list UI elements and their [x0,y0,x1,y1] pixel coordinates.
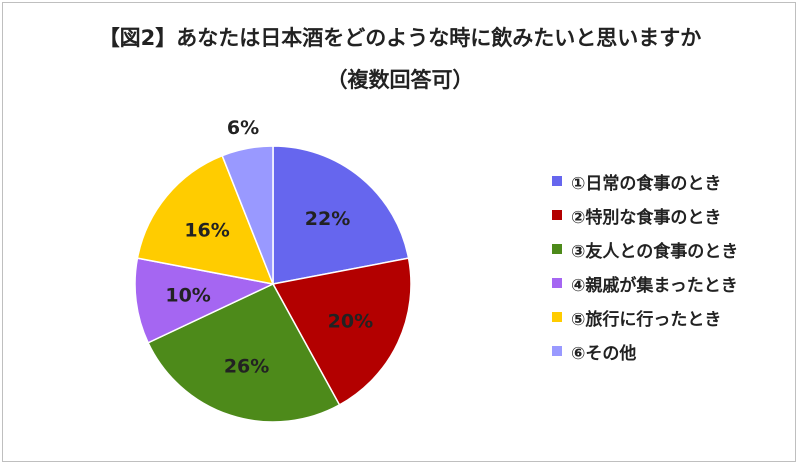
slice-label-4: 10% [165,285,210,307]
legend-label: ⑥その他 [571,343,637,364]
chart-title: 【図2】あなたは日本酒をどのような時に飲みたいと思いますか [98,26,702,50]
slice-label-2: 20% [328,310,373,332]
legend-label: ⑤旅行に行ったとき [571,309,722,330]
pie-slice-4 [134,257,276,344]
legend-label: ③友人との食事のとき [571,241,739,262]
pie-slice-6 [221,145,274,285]
legend-item-6: ⑥その他 [552,340,738,364]
legend-swatch [552,176,562,186]
pie-slice-2 [271,257,412,406]
chart-legend: ①日常の食事のとき ②特別な食事のとき ③友人との食事のとき ④親戚が集まったとき ⑤旅… [552,170,738,374]
legend-item-1: ①日常の食事のとき [552,170,738,194]
legend-label: ①日常の食事のとき [571,173,722,194]
pie-slice-1 [272,145,410,285]
slice-label-3: 26% [224,355,269,377]
slice-label-5: 16% [184,219,229,241]
pie-slice-5 [136,154,275,285]
legend-swatch [552,278,562,288]
legend-swatch [552,312,562,322]
chart-subtitle: （複数回答可） [326,68,474,92]
slice-label-6: 6% [227,117,259,139]
legend-swatch [552,210,562,220]
legend-swatch [552,244,562,254]
legend-item-3: ③友人との食事のとき [552,238,739,262]
legend-item-4: ④親戚が集まったとき [552,272,738,296]
legend-item-5: ⑤旅行に行ったとき [552,306,738,330]
slice-label-1: 22% [305,208,350,230]
legend-swatch [552,346,562,356]
pie-slice-3 [147,283,341,423]
legend-label: ④親戚が集まったとき [571,275,738,296]
legend-label: ②特別な食事のとき [571,207,722,228]
legend-item-2: ②特別な食事のとき [552,204,738,228]
